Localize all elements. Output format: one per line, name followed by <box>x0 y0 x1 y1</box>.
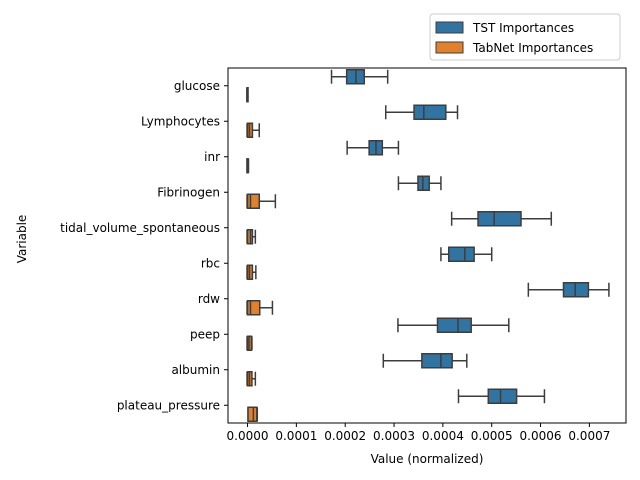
x-tick-label: 0.0005 <box>471 429 513 443</box>
y-tick-label-albumin: albumin <box>171 363 220 377</box>
box-tabnet-importances-rdw <box>246 300 274 316</box>
legend-frame <box>429 13 621 61</box>
box-body <box>413 104 447 120</box>
box-tst-importances-albumin <box>382 353 468 369</box>
box-body <box>436 317 472 333</box>
y-axis: glucose Lymphocytes inr Fibrinogen tidal_vol… <box>60 79 228 412</box>
y-tick-label-tidal_volume_spontaneous: tidal_volume_spontaneous <box>60 221 220 235</box>
box-tabnet-importances-tidal_volume_spontaneous <box>246 229 257 245</box>
legend-entry-label: TST Importances <box>472 21 574 35</box>
y-tick-label-lymphocytes: Lymphocytes <box>141 114 220 128</box>
box-tabnet-importances-lymphocytes <box>246 122 261 138</box>
box-body <box>477 211 522 227</box>
legend-swatch <box>435 41 464 54</box>
box-tst-importances-rbc <box>440 246 493 262</box>
x-tick-label: 0.0004 <box>422 429 464 443</box>
box-tabnet-importances-peep <box>246 335 253 351</box>
x-axis: 0.0000 0.0001 0.0002 0.0003 0.0004 0.0005 0.00… <box>227 423 610 443</box>
legend-swatch <box>435 21 464 34</box>
x-tick-label: 0.0002 <box>324 429 366 443</box>
box-tst-importances-fibrinogen <box>397 175 442 191</box>
box-tst-importances-tidal_volume_spontaneous <box>450 211 553 227</box>
x-tick-label: 0.0000 <box>227 429 269 443</box>
box-body <box>447 246 475 262</box>
y-axis-label: Variable <box>15 215 29 264</box>
y-tick-label-plateau_pressure: plateau_pressure <box>117 398 220 412</box>
box-tabnet-importances-glucose <box>246 87 249 103</box>
plot-area <box>227 67 627 424</box>
x-tick-label: 0.0006 <box>520 429 562 443</box>
y-tick-label-peep: peep <box>190 327 220 341</box>
box-tst-importances-glucose <box>330 69 389 85</box>
box-tst-importances-inr <box>346 140 400 156</box>
x-tick-label: 0.0007 <box>568 429 610 443</box>
box-tst-importances-peep <box>397 317 510 333</box>
legend: TST Importances TabNet Importances <box>429 13 621 61</box>
box-tst-importances-lymphocytes <box>384 104 459 120</box>
box-body <box>247 406 258 422</box>
box-body <box>487 388 518 404</box>
legend-entry-label: TabNet Importances <box>472 41 593 55</box>
box-tst-importances-rdw <box>527 282 610 298</box>
box-tabnet-importances-albumin <box>246 371 257 387</box>
x-axis-label: Value (normalized) <box>371 452 484 466</box>
y-tick-label-glucose: glucose <box>174 79 220 93</box>
box-body <box>421 353 453 369</box>
box-tabnet-importances-inr <box>246 158 250 174</box>
plot-frame <box>227 67 627 424</box>
x-tick-label: 0.0001 <box>275 429 317 443</box>
y-tick-label-rdw: rdw <box>198 292 220 306</box>
box-tabnet-importances-fibrinogen <box>246 193 277 209</box>
x-tick-label: 0.0003 <box>373 429 415 443</box>
box-body <box>246 300 261 316</box>
box-tst-importances-plateau_pressure <box>457 388 546 404</box>
y-tick-label-inr: inr <box>204 150 220 164</box>
box-tabnet-importances-rbc <box>246 264 257 280</box>
box-body <box>246 193 261 209</box>
box-tabnet-importances-plateau_pressure <box>247 406 259 422</box>
y-tick-label-rbc: rbc <box>201 256 220 270</box>
y-tick-label-fibrinogen: Fibrinogen <box>157 185 220 199</box>
